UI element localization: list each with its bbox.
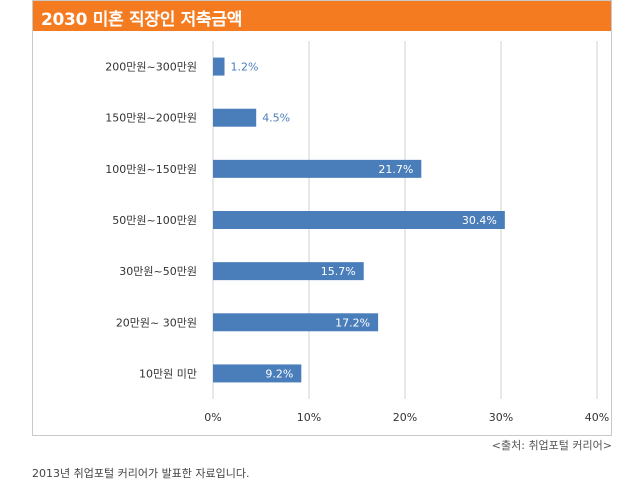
caption: 2013년 취업포털 커리어가 발표한 자료입니다. bbox=[32, 467, 250, 480]
data-label: 1.2% bbox=[231, 61, 259, 74]
bar-chart: 0% 10% 20% 30% 40% 200만원~300만원 1.2% 150만원~200만원… bbox=[105, 41, 609, 424]
data-label: 9.2% bbox=[265, 367, 293, 380]
bar bbox=[213, 159, 422, 178]
bar bbox=[213, 364, 302, 383]
data-label: 15.7% bbox=[321, 265, 356, 278]
data-label: 17.2% bbox=[335, 316, 370, 329]
source-note: <출처: 취업포털 커리어> bbox=[491, 439, 612, 452]
x-tick-label: 0% bbox=[204, 411, 221, 424]
category-label: 30만원~50만원 bbox=[119, 265, 197, 278]
chart-card: 2030 미혼 직장인 저축금액 0% 10% 20% 30% 40% 200만원~300… bbox=[32, 0, 612, 436]
category-label: 50만원~100만원 bbox=[112, 214, 197, 227]
data-label: 4.5% bbox=[262, 112, 290, 125]
bar bbox=[213, 211, 505, 229]
bar bbox=[213, 262, 364, 281]
bar bbox=[213, 108, 257, 127]
title-bar: 2030 미혼 직장인 저축금액 bbox=[33, 1, 611, 31]
x-tick-label: 20% bbox=[393, 411, 417, 424]
x-tick-label: 30% bbox=[489, 411, 513, 424]
x-tick-label: 40% bbox=[585, 411, 609, 424]
bar bbox=[213, 57, 225, 76]
category-label: 10만원 미만 bbox=[139, 367, 197, 380]
data-label: 30.4% bbox=[462, 214, 497, 227]
bar bbox=[213, 313, 379, 332]
category-label: 150만원~200만원 bbox=[105, 112, 197, 125]
category-label: 20만원~ 30만원 bbox=[116, 316, 197, 329]
category-label: 100만원~150만원 bbox=[105, 163, 197, 176]
category-label: 200만원~300만원 bbox=[105, 61, 197, 74]
chart-title: 2030 미혼 직장인 저축금액 bbox=[41, 10, 243, 30]
data-label: 21.7% bbox=[378, 163, 413, 176]
x-tick-label: 10% bbox=[297, 411, 321, 424]
